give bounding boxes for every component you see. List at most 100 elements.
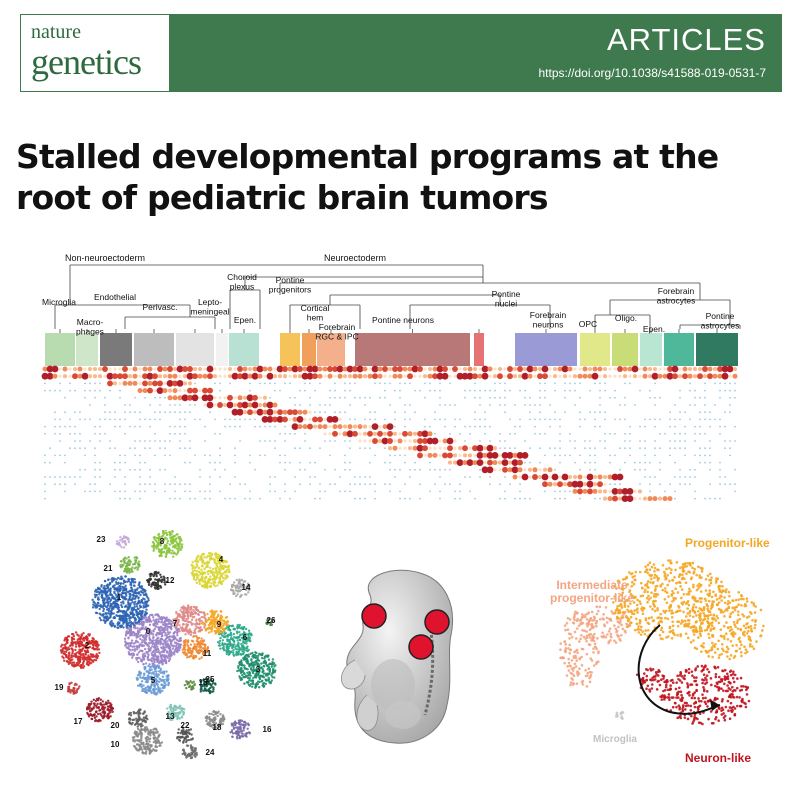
tsne-point xyxy=(196,576,199,579)
tsne-point xyxy=(154,619,157,623)
tsne-point xyxy=(156,642,160,646)
heatmap-dot xyxy=(527,373,533,379)
tsne-point xyxy=(162,617,166,620)
heatmap-dot xyxy=(336,365,344,373)
tsne-point xyxy=(155,625,158,628)
tsne-point xyxy=(213,580,216,584)
heatmap-dot xyxy=(499,432,501,435)
heatmap-dot xyxy=(519,483,521,486)
cluster-label: Epen. xyxy=(234,315,256,325)
heatmap-dot xyxy=(649,483,651,486)
tsne-point xyxy=(158,584,162,588)
heatmap-dot xyxy=(572,374,578,379)
tsne-point xyxy=(137,630,140,634)
heatmap-dot xyxy=(514,425,516,428)
heatmap-dot xyxy=(187,387,193,394)
heatmap-dot xyxy=(602,366,608,372)
heatmap-dot xyxy=(364,396,366,399)
heatmap-dot xyxy=(499,396,501,399)
heatmap-dot xyxy=(106,372,114,380)
heatmap-dot xyxy=(613,367,617,371)
tsne-point xyxy=(105,590,108,594)
tsne-point xyxy=(260,662,263,665)
tsne-point xyxy=(160,635,164,638)
heatmap-dot xyxy=(368,439,372,443)
heatmap-dot xyxy=(694,490,696,493)
heatmap-dot xyxy=(49,447,51,450)
tsne-point xyxy=(247,673,251,677)
heatmap-dot xyxy=(398,446,402,450)
heatmap-dot xyxy=(54,425,56,428)
heatmap-dot xyxy=(649,418,651,421)
heatmap-dot xyxy=(317,366,323,372)
heatmap-dot xyxy=(604,382,606,385)
tsne-point xyxy=(148,669,152,672)
tsne-point xyxy=(70,655,74,658)
heatmap-dot xyxy=(142,373,148,380)
heatmap-dot xyxy=(349,490,351,493)
tsne-point xyxy=(131,580,135,583)
tsne-point xyxy=(153,675,156,678)
tsne-point xyxy=(70,663,74,666)
heatmap-dot xyxy=(569,490,571,493)
tsne-point xyxy=(221,564,224,568)
tsne-point xyxy=(116,610,119,614)
tsne-point xyxy=(143,690,147,693)
heatmap-dot xyxy=(649,490,651,493)
heatmap-dot xyxy=(134,447,136,450)
heatmap-dot xyxy=(174,497,176,500)
tsne-point xyxy=(92,603,95,606)
heatmap-dot xyxy=(414,461,416,464)
tsne-point xyxy=(139,633,143,637)
tsne-point xyxy=(183,651,187,654)
heatmap-dot xyxy=(189,404,191,406)
heatmap-dot xyxy=(87,374,93,379)
tsne-point xyxy=(190,631,193,634)
heatmap-dot xyxy=(424,418,426,421)
heatmap-dot xyxy=(214,418,216,421)
heatmap-dot xyxy=(597,481,603,488)
tsne-point xyxy=(248,676,251,680)
tsne-point xyxy=(230,650,233,653)
heatmap-dot xyxy=(499,447,501,450)
tsne-point xyxy=(197,652,200,655)
heatmap-dot xyxy=(547,467,553,473)
doi-link[interactable]: https://doi.org/10.1038/s41588-019-0531-… xyxy=(538,66,766,80)
heatmap-dot xyxy=(84,382,86,385)
tsne-point xyxy=(153,677,157,681)
heatmap-dot xyxy=(719,396,721,399)
tsne-point xyxy=(243,682,246,685)
heatmap-dot xyxy=(239,440,241,442)
tsne-point xyxy=(59,645,63,648)
heatmap-dot xyxy=(224,418,226,421)
cluster-label: Choroid plexus xyxy=(227,272,257,292)
tsne-point xyxy=(207,624,211,627)
tsne-point xyxy=(90,639,94,643)
heatmap-dot xyxy=(233,396,237,400)
heatmap-dot xyxy=(234,447,236,450)
heatmap-dot xyxy=(176,365,184,373)
tsne-point xyxy=(221,639,225,642)
heatmap-dot xyxy=(304,440,306,442)
heatmap-dot xyxy=(674,447,676,450)
heatmap-dot xyxy=(579,425,581,428)
heatmap-dot xyxy=(124,432,126,435)
tsne-point xyxy=(165,651,169,654)
tsne-point xyxy=(113,616,116,619)
heatmap-dot xyxy=(279,432,281,435)
tsne-point xyxy=(135,635,138,638)
heatmap-dot xyxy=(344,461,346,464)
heatmap-dot xyxy=(692,374,698,379)
heatmap-dot xyxy=(83,367,87,371)
heatmap-dot xyxy=(466,459,474,466)
heatmap-dot xyxy=(659,483,661,486)
heatmap-dot xyxy=(179,404,181,406)
tsne-point xyxy=(231,651,235,654)
heatmap-dot xyxy=(139,468,141,471)
tsne-point xyxy=(149,646,153,650)
tsne-point xyxy=(244,627,248,631)
tsne-point xyxy=(137,620,140,623)
tsne-point xyxy=(136,660,140,664)
heatmap-dot xyxy=(629,425,631,428)
tsne-point xyxy=(222,561,225,564)
